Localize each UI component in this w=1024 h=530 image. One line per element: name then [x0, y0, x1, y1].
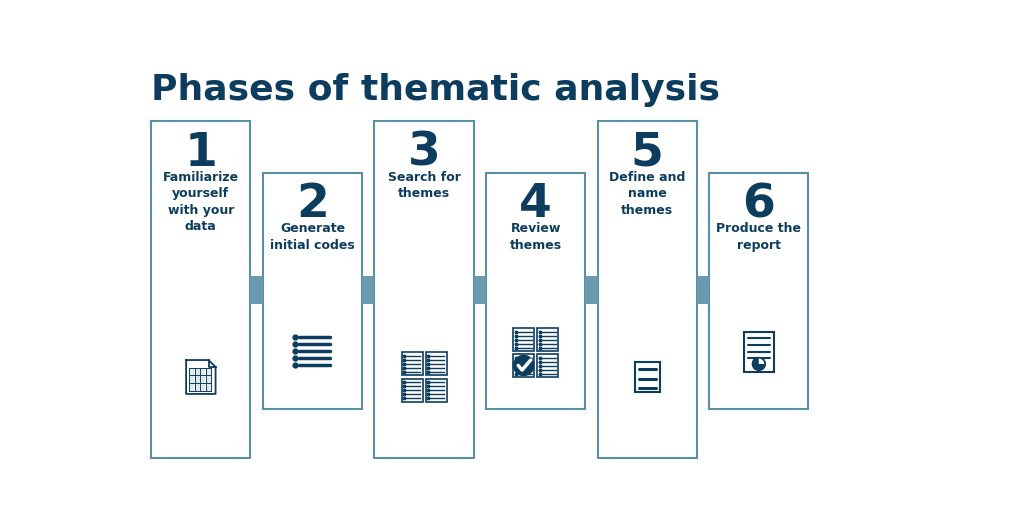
Text: Phases of thematic analysis: Phases of thematic analysis [152, 73, 720, 107]
Bar [189, 376, 195, 383]
Circle shape [753, 358, 765, 370]
Bar [206, 376, 211, 383]
Bar [250, 276, 263, 304]
Bar [426, 378, 446, 402]
Bar [206, 368, 211, 375]
Polygon shape [186, 360, 216, 394]
Text: 1: 1 [184, 130, 217, 175]
Bar [201, 383, 205, 391]
Bar [513, 354, 535, 377]
Bar [697, 276, 701, 304]
Bar [585, 276, 598, 304]
Bar [401, 378, 423, 402]
Bar [195, 376, 200, 383]
Bar [486, 173, 586, 409]
Text: 4: 4 [519, 182, 552, 227]
Bar [206, 383, 211, 391]
Bar [361, 276, 375, 304]
Bar [593, 276, 598, 304]
Bar [538, 328, 558, 351]
Text: Generate
initial codes: Generate initial codes [270, 222, 355, 252]
Bar [481, 276, 486, 304]
Bar [473, 276, 486, 304]
Bar [201, 376, 205, 383]
Bar [696, 276, 710, 304]
Bar [195, 368, 200, 375]
Circle shape [514, 356, 534, 375]
Bar [710, 173, 809, 409]
Bar [258, 276, 263, 304]
Bar [705, 276, 710, 304]
Text: 5: 5 [631, 130, 664, 175]
Bar [426, 352, 446, 375]
Wedge shape [759, 358, 765, 364]
Bar [251, 276, 255, 304]
Bar [362, 276, 367, 304]
Bar [189, 368, 195, 375]
Bar [474, 276, 478, 304]
Bar [195, 383, 200, 391]
Text: 2: 2 [296, 182, 329, 227]
Text: 6: 6 [742, 182, 775, 227]
Bar [189, 383, 195, 391]
Text: Search for
themes: Search for themes [388, 171, 461, 200]
Wedge shape [753, 358, 765, 370]
Text: 3: 3 [408, 130, 440, 175]
Text: Familiarize
yourself
with your
data: Familiarize yourself with your data [163, 171, 239, 233]
Bar [744, 332, 773, 373]
Text: Review
themes: Review themes [510, 222, 562, 252]
Text: Produce the
report: Produce the report [717, 222, 802, 252]
Bar [586, 276, 590, 304]
Bar [375, 121, 474, 458]
Bar [201, 368, 205, 375]
Bar [598, 121, 697, 458]
Bar [152, 121, 251, 458]
Bar [263, 173, 362, 409]
Bar [635, 361, 659, 392]
Bar [401, 352, 423, 375]
Text: Define and
name
themes: Define and name themes [609, 171, 685, 217]
Bar [513, 328, 535, 351]
Bar [538, 354, 558, 377]
Bar [370, 276, 375, 304]
